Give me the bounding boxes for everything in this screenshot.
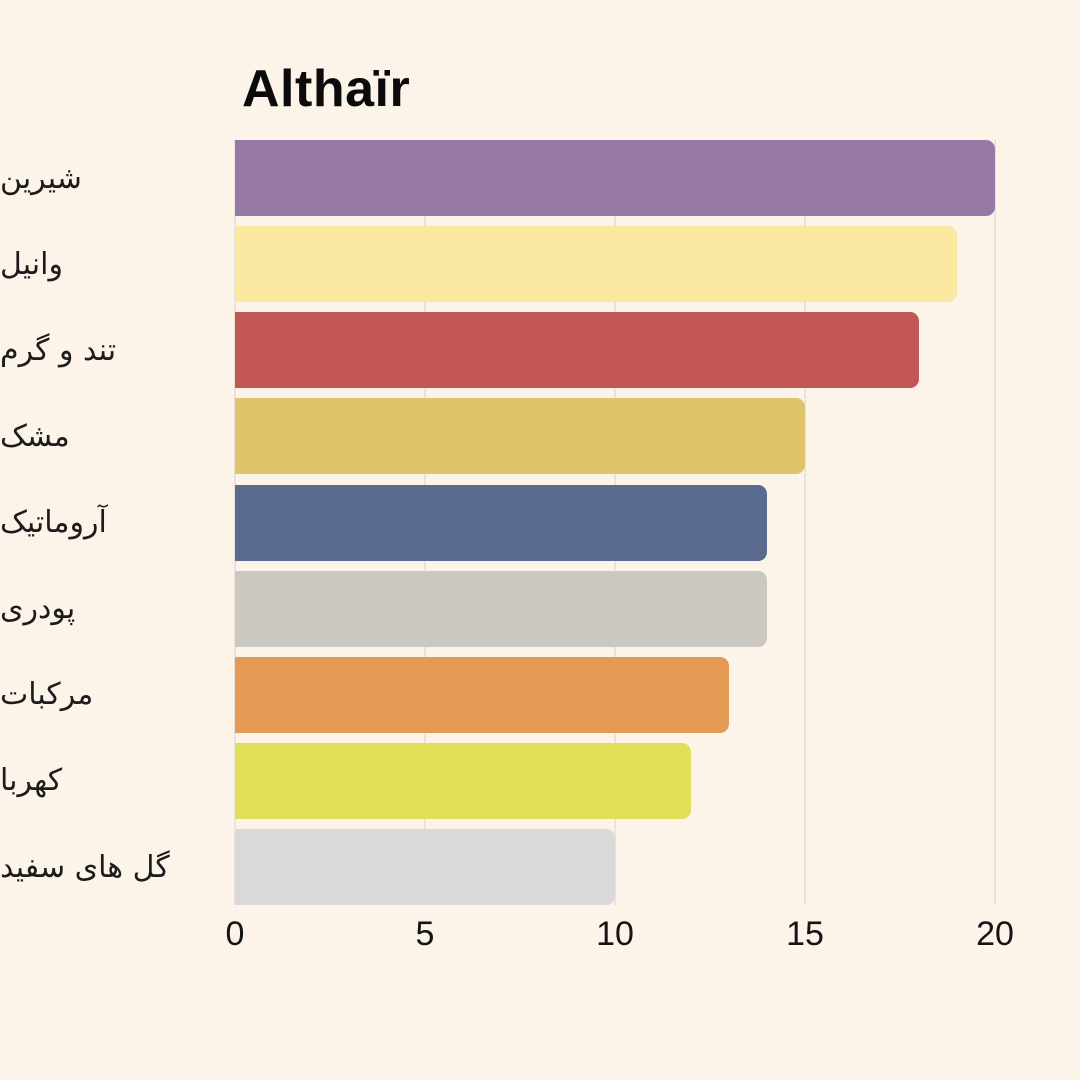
category-label: وانیل [0, 246, 63, 282]
category-label: مرکبات [0, 677, 94, 713]
bar [235, 312, 919, 389]
bar-row [235, 312, 995, 389]
bar-row [235, 570, 995, 647]
x-tick-label: 0 [225, 915, 245, 953]
category-label: آروماتیک [0, 505, 107, 540]
bar [235, 570, 767, 647]
bar [235, 398, 805, 475]
bar [235, 484, 767, 561]
gridline [804, 140, 806, 905]
category-label: تند و گرم [0, 332, 117, 368]
bar-series [235, 140, 995, 905]
bar-row [235, 656, 995, 733]
bar-row [235, 829, 995, 905]
bar [235, 656, 729, 733]
gridline [994, 140, 996, 905]
x-tick-label: 20 [976, 915, 1014, 953]
x-tick-label: 5 [415, 915, 435, 953]
bar [235, 226, 957, 303]
y-axis-labels: شیرین وانیل تند و گرم مشک آروماتیک پودری مرکبا… [0, 140, 221, 905]
bar-row [235, 398, 995, 475]
x-axis: 0 5 10 15 20 [226, 905, 1014, 965]
bar-row [235, 140, 995, 216]
x-tick-label: 15 [786, 915, 824, 953]
bar [235, 829, 615, 905]
category-label: پودری [0, 591, 76, 627]
plot-area [234, 140, 996, 905]
category-label: مشک [0, 418, 70, 454]
bar-row [235, 742, 995, 819]
x-tick-label: 10 [596, 915, 634, 953]
category-label: کهربا [0, 763, 63, 799]
bar [235, 140, 995, 216]
bar-row [235, 484, 995, 561]
chart-title: Althaïr [242, 60, 411, 118]
bar [235, 742, 691, 819]
category-label: شیرین [0, 160, 82, 196]
category-label: گل های سفید [0, 849, 170, 885]
bar-row [235, 226, 995, 303]
